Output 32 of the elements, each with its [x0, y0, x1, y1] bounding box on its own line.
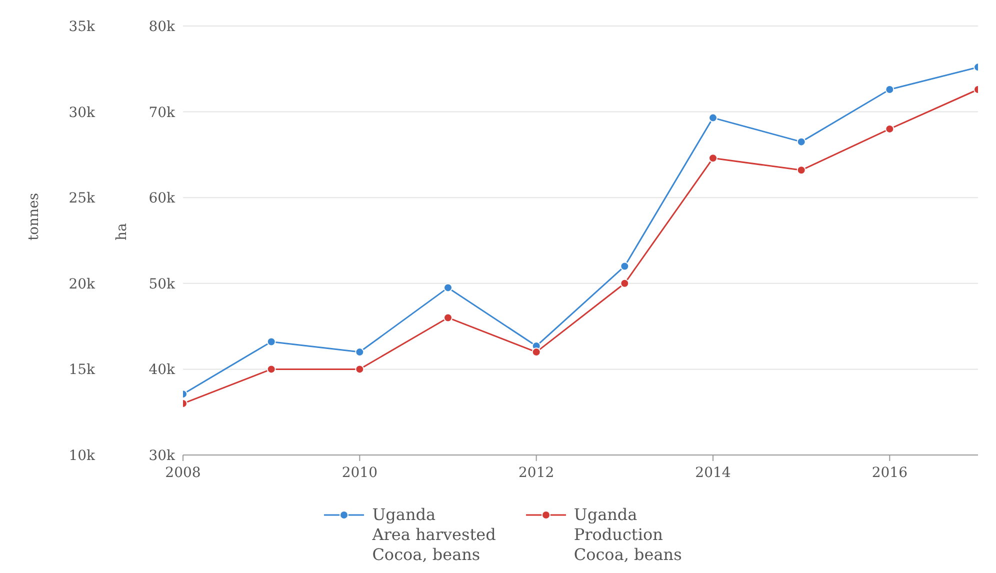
y-tick-label: 50k	[148, 276, 176, 292]
y-axis-title: ha	[114, 223, 130, 240]
point	[355, 364, 364, 374]
x-tick-label: 2010	[342, 464, 378, 481]
x-tick-label: 2014	[695, 464, 731, 481]
y2-tick-label: 30k	[68, 104, 96, 121]
legend-label: Uganda Production Cocoa, beans	[574, 505, 682, 565]
point	[266, 337, 276, 346]
x-tick-label: 2016	[872, 464, 908, 481]
point	[796, 137, 806, 146]
point	[620, 278, 630, 288]
y-tick-label: 30k	[148, 448, 176, 464]
y2-tick-label: 10k	[68, 448, 96, 464]
point	[708, 154, 718, 163]
point	[796, 166, 806, 175]
x-tick-label: 2008	[165, 464, 201, 481]
y2-tick-label: 20k	[68, 276, 96, 292]
legend-label: Uganda Area harvested Cocoa, beans	[372, 505, 496, 565]
x-tick-label: 2012	[518, 464, 554, 481]
y-tick-label: 70k	[148, 104, 176, 121]
point	[620, 262, 630, 271]
y-tick-label: 60k	[148, 190, 176, 207]
point	[444, 313, 452, 322]
y-tick-label: 40k	[148, 362, 176, 378]
y-tick-label: 80k	[148, 18, 176, 35]
point	[708, 113, 718, 122]
y2-tick-label: 25k	[68, 190, 96, 207]
y2-tick-label: 15k	[68, 362, 96, 378]
y2-axis-title: tonnes	[26, 192, 42, 240]
y2-tick-label: 35k	[68, 18, 96, 35]
point	[266, 364, 276, 374]
point	[444, 283, 452, 292]
